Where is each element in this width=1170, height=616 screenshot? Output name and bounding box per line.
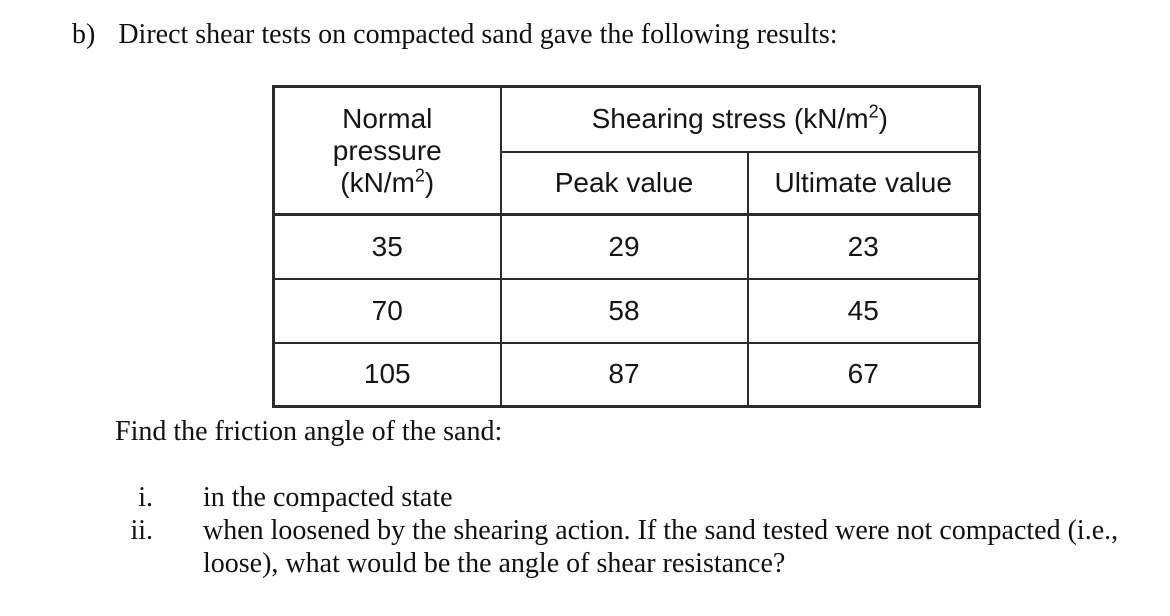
peak-value: 58 [499,277,749,344]
shearing-stress-unit: (kN/m2) [793,101,888,135]
results-table: Normal pressure (kN/m2) Shearing stress … [272,85,981,408]
list-marker: ii. [130,515,153,546]
list-item-text: in the compacted state [203,482,453,513]
table-row: 105 87 67 [272,341,981,408]
list-marker: i. [138,482,153,513]
table-row: 70 58 45 [272,277,981,344]
superscript-2: 2 [414,165,425,186]
question-label: b) [72,19,96,50]
superscript-2: 2 [868,101,879,122]
ultimate-value: 67 [746,341,981,408]
question-text: Direct shear tests on compacted sand gav… [118,19,838,50]
shearing-stress-label: Shearing stress [591,103,787,135]
peak-value: 29 [499,213,749,280]
question-header: b) Direct shear tests on compacted sand … [72,18,838,52]
prompt-text: Find the friction angle of the sand: [115,416,503,447]
list-item-text: when loosened by the shearing action. If… [203,515,1119,579]
question-list: i. in the compacted state ii. when loose… [100,481,1156,580]
table-row: 35 29 23 [272,213,981,280]
ultimate-value: 45 [746,277,981,344]
normal-pressure-value: 35 [272,213,502,280]
peak-value-header-cell: Peak value [499,150,749,216]
ultimate-value: 23 [746,213,981,280]
table-header-row-2: Peak value Ultimate value [274,150,981,216]
ultimate-value-header-cell: Ultimate value [746,150,981,216]
normal-pressure-value: 105 [272,341,502,408]
normal-pressure-unit: (kN/m2) [340,165,435,198]
normal-pressure-line-1: Normal [342,102,433,134]
normal-pressure-header-cell: Normal pressure (kN/m2) [272,85,502,216]
shearing-stress-header-cell: Shearing stress (kN/m2) [499,85,981,153]
table-header-row-1: Normal pressure (kN/m2) Shearing stress … [272,85,981,216]
list-item: ii. when loosened by the shearing action… [100,514,1156,580]
list-item: i. in the compacted state [100,481,1156,514]
normal-pressure-value: 70 [272,277,502,344]
peak-value: 87 [499,341,749,408]
normal-pressure-line-2: pressure [332,134,442,166]
